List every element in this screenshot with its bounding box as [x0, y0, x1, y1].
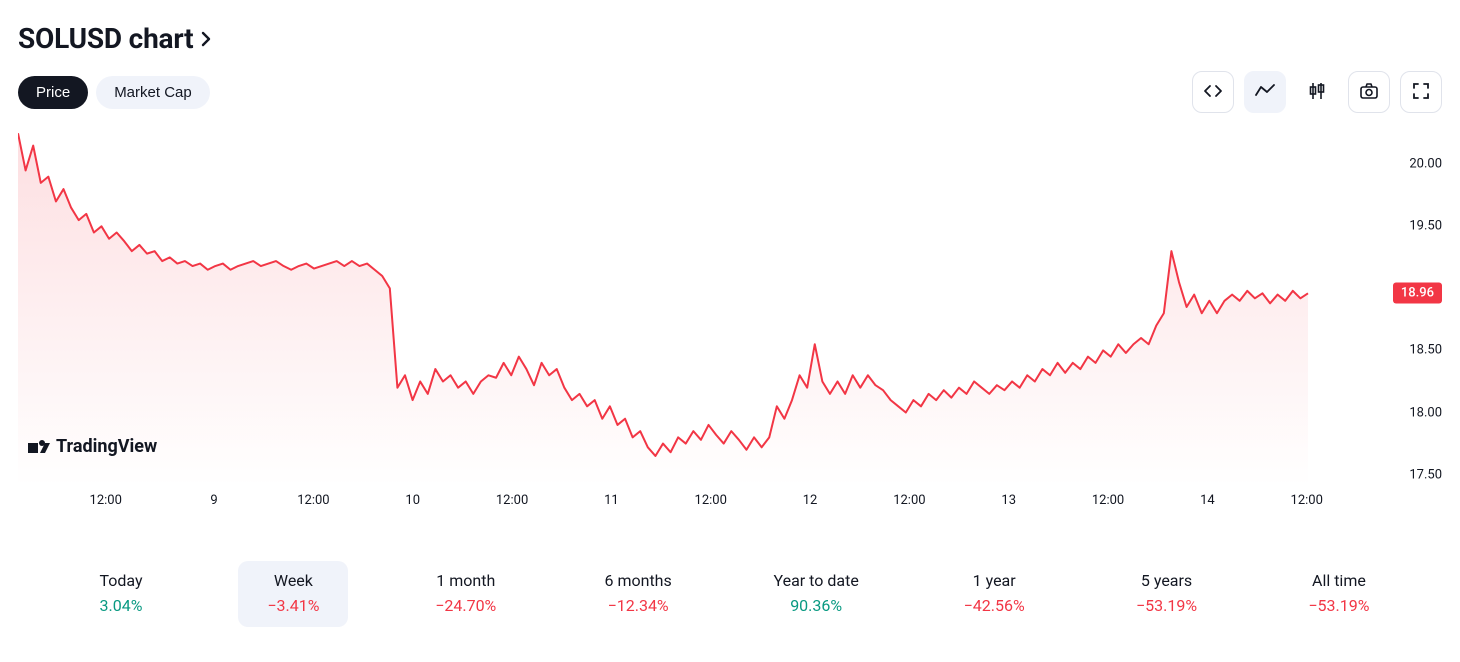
timeframe-label: 1 year: [957, 571, 1031, 590]
embed-icon: [1203, 81, 1223, 104]
timeframe-today[interactable]: Today 3.04%: [66, 561, 176, 627]
timeframe-week[interactable]: Week −3.41%: [238, 561, 348, 627]
x-axis-tick: 12:00: [1291, 493, 1323, 508]
x-axis-tick: 12:00: [496, 493, 528, 508]
x-axis: 12:00 9 12:00 10 12:00 11 12:00 12 12:00 13 12:00 1…: [18, 489, 1308, 515]
x-axis-tick: 10: [405, 493, 420, 508]
area-chart-button[interactable]: [1244, 71, 1286, 113]
y-axis-tick: 18.50: [1409, 343, 1442, 358]
x-axis-tick: 13: [1001, 493, 1016, 508]
x-axis-tick: 11: [604, 493, 619, 508]
chart-title[interactable]: SOLUSD chart: [18, 22, 193, 55]
timeframe-change: −53.19%: [1130, 596, 1204, 615]
tradingview-logo-icon: [28, 439, 50, 455]
current-price-badge: 18.96: [1393, 283, 1442, 304]
timeframe-1-year[interactable]: 1 year −42.56%: [939, 561, 1049, 627]
x-axis-tick: 12:00: [297, 493, 329, 508]
timeframe-label: Year to date: [774, 571, 859, 590]
timeframe-year-to-date[interactable]: Year to date 90.36%: [756, 561, 877, 627]
tradingview-watermark: TradingView: [28, 436, 157, 457]
market-cap-tab[interactable]: Market Cap: [96, 76, 210, 109]
y-axis-tick: 20.00: [1409, 157, 1442, 172]
timeframe-change: −42.56%: [957, 596, 1031, 615]
timeframe-all-time[interactable]: All time −53.19%: [1284, 561, 1394, 627]
timeframe-label: Today: [84, 571, 158, 590]
timeframe-label: Week: [256, 571, 330, 590]
x-axis-tick: 12:00: [1092, 493, 1124, 508]
timeframe-1-month[interactable]: 1 month −24.70%: [411, 561, 521, 627]
timeframe-change: −12.34%: [601, 596, 675, 615]
timeframe-change: −3.41%: [256, 596, 330, 615]
x-axis-tick: 12: [803, 493, 818, 508]
timeframe-label: All time: [1302, 571, 1376, 590]
chevron-right-icon[interactable]: [199, 29, 213, 49]
chart-header: SOLUSD chart: [18, 0, 1442, 71]
camera-icon: [1359, 81, 1379, 104]
timeframe-label: 5 years: [1130, 571, 1204, 590]
y-axis-tick: 18.00: [1409, 405, 1442, 420]
timeframe-label: 1 month: [429, 571, 503, 590]
y-axis-tick: 19.50: [1409, 219, 1442, 234]
x-axis-tick: 12:00: [90, 493, 122, 508]
toolbar: Price Market Cap: [18, 71, 1442, 127]
price-chart-area[interactable]: 20.00 19.50 18.96 18.50 18.00 17.50 TradingVi…: [18, 127, 1442, 487]
timeframe-change: 3.04%: [84, 596, 158, 615]
x-axis-tick: 12:00: [893, 493, 925, 508]
fullscreen-icon: [1411, 81, 1431, 104]
price-line-chart: [18, 127, 1368, 487]
snapshot-button[interactable]: [1348, 71, 1390, 113]
timeframe-change: −24.70%: [429, 596, 503, 615]
candlestick-button[interactable]: [1296, 71, 1338, 113]
timeframe-change: −53.19%: [1302, 596, 1376, 615]
timeframe-change: 90.36%: [774, 596, 859, 615]
area-chart-icon: [1254, 81, 1276, 104]
embed-button[interactable]: [1192, 71, 1234, 113]
x-axis-tick: 14: [1200, 493, 1215, 508]
y-axis: 20.00 19.50 18.96 18.50 18.00 17.50: [1386, 127, 1442, 487]
timeframe-label: 6 months: [601, 571, 675, 590]
fullscreen-button[interactable]: [1400, 71, 1442, 113]
timeframe-6-months[interactable]: 6 months −12.34%: [583, 561, 693, 627]
y-axis-tick: 17.50: [1409, 467, 1442, 482]
x-axis-tick: 12:00: [695, 493, 727, 508]
price-tab[interactable]: Price: [18, 76, 88, 109]
metric-toggle-group: Price Market Cap: [18, 76, 210, 109]
watermark-text: TradingView: [56, 436, 157, 457]
candlestick-icon: [1307, 81, 1327, 104]
chart-tools: [1192, 71, 1442, 113]
timeframe-row: Today 3.04% Week −3.41% 1 month −24.70% 6 mont…: [18, 515, 1442, 627]
x-axis-tick: 9: [210, 493, 217, 508]
timeframe-5-years[interactable]: 5 years −53.19%: [1112, 561, 1222, 627]
